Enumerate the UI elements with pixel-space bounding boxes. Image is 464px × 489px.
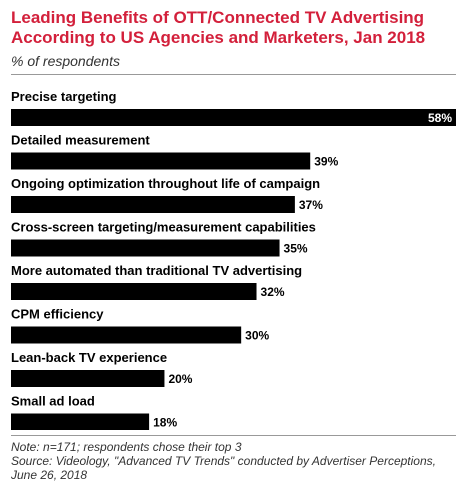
category-label: More automated than traditional TV adver… (11, 263, 302, 278)
value-label: 35% (284, 242, 308, 256)
source-text: Source: Videology, "Advanced TV Trends" … (11, 454, 436, 482)
value-label: 30% (245, 329, 269, 343)
value-label: 32% (261, 285, 285, 299)
bar (11, 370, 165, 387)
category-label: CPM efficiency (11, 307, 104, 322)
bar (11, 109, 456, 126)
chart-subtitle: % of respondents (11, 53, 120, 69)
value-label: 20% (168, 372, 192, 386)
category-label: Precise targeting (11, 89, 117, 104)
bar (11, 152, 311, 170)
value-label: 39% (314, 155, 338, 169)
category-label: Ongoing optimization throughout life of … (11, 176, 320, 191)
chart-title: Leading Benefits of OTT/Connected TV Adv… (11, 8, 426, 47)
category-label: Detailed measurement (11, 133, 150, 148)
top-divider (11, 74, 456, 75)
chart-notes: Note: n=171; respondents chose their top… (11, 440, 456, 482)
value-label: 18% (153, 416, 177, 430)
category-label: Lean-back TV experience (11, 350, 167, 365)
bar (11, 413, 150, 430)
bottom-divider (11, 435, 456, 436)
note-text: Note: n=171; respondents chose their top… (11, 440, 242, 454)
category-label: Cross-screen targeting/measurement capab… (11, 220, 316, 235)
bar (11, 239, 280, 257)
category-label: Small ad load (11, 394, 95, 409)
bar (11, 196, 295, 213)
bar (11, 326, 242, 344)
value-label: 58% (428, 111, 452, 125)
value-label: 37% (299, 198, 323, 212)
bar (11, 283, 257, 300)
bar-chart: Precise targeting 58% Detailed measurement… (11, 89, 456, 430)
